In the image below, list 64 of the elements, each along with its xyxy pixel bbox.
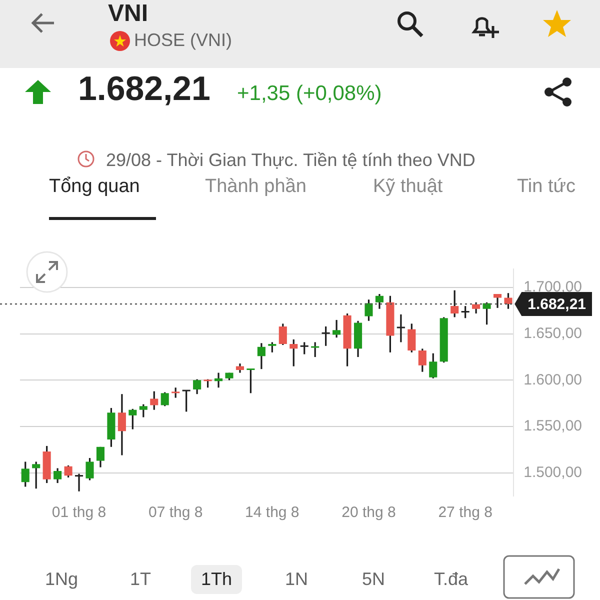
candlestick: [322, 326, 330, 347]
candlestick: [429, 352, 438, 380]
text: T.đa: [433, 568, 470, 591]
candlestick: [172, 386, 180, 399]
text: 1Th: [191, 565, 242, 594]
text: 29/08 - Thời Gian Thực. Tiền tệ tính theo VND: [106, 150, 476, 171]
x-tick-label: 01 thg 8: [52, 504, 106, 522]
candlestick: [74, 472, 84, 492]
candlestick: [128, 408, 137, 430]
candlestick: [246, 368, 255, 394]
candlestick: [493, 293, 502, 309]
text: 1.682,21: [78, 70, 210, 109]
candlestick: [482, 302, 491, 326]
candlestick: [472, 302, 480, 314]
text: 1Ng: [44, 568, 80, 591]
y-tick-label: 1.600,00: [524, 371, 582, 388]
chart-subtitle: HOSE (VNI): [134, 30, 232, 51]
y-tick-label: 1.500,00: [524, 464, 582, 481]
candlestick: [96, 446, 105, 468]
candlestick: [118, 393, 126, 456]
x-tick-label: 20 thg 8: [342, 504, 396, 522]
candlestick: [375, 293, 384, 310]
candlestick: [182, 390, 190, 412]
candlestick: [236, 362, 244, 374]
candlestick: [214, 372, 223, 388]
candlestick: [408, 322, 416, 354]
text: +1,35 (+0,08%): [237, 82, 382, 106]
text: Kỹ thuật: [373, 176, 443, 198]
ref-line-label: 1.682,21: [528, 296, 586, 314]
candlestick: [332, 319, 341, 338]
y-tick-label: 1.650,00: [524, 325, 582, 342]
x-tick-label: 14 thg 8: [245, 504, 300, 522]
candlestick: [160, 391, 169, 407]
candlestick: [364, 298, 373, 322]
candlestick: [300, 341, 308, 356]
y-tick-label: 1.700,00: [524, 278, 582, 296]
candlestick: [278, 322, 287, 346]
candlestick: [193, 378, 202, 395]
candlestick: [504, 292, 512, 310]
chart-title: VNI: [108, 0, 148, 28]
candlestick: [150, 390, 158, 411]
text: Tổng quan: [49, 176, 140, 198]
candlestick: [64, 464, 72, 478]
text: 5N: [361, 568, 386, 591]
candlestick: [32, 460, 40, 490]
text: Thành phần: [205, 176, 306, 198]
candlestick: [311, 341, 320, 358]
y-tick-label: 1.550,00: [524, 418, 582, 435]
candlestick: [139, 403, 148, 418]
candlestick: [461, 305, 470, 319]
candlestick: [86, 457, 94, 482]
candlestick: [21, 460, 30, 488]
candlestick: [290, 338, 298, 368]
text: 1T: [129, 568, 152, 591]
candlestick: [268, 341, 276, 354]
text: 1N: [284, 568, 310, 591]
candlestick: [54, 467, 62, 484]
x-tick-label: 07 thg 8: [148, 504, 203, 522]
candlestick: [418, 348, 426, 373]
x-tick-label: 27 thg 8: [438, 504, 492, 522]
candlestick: [257, 342, 266, 370]
text: Tin tức: [517, 176, 576, 198]
candlestick: [450, 290, 459, 318]
candlestick: [396, 314, 405, 343]
